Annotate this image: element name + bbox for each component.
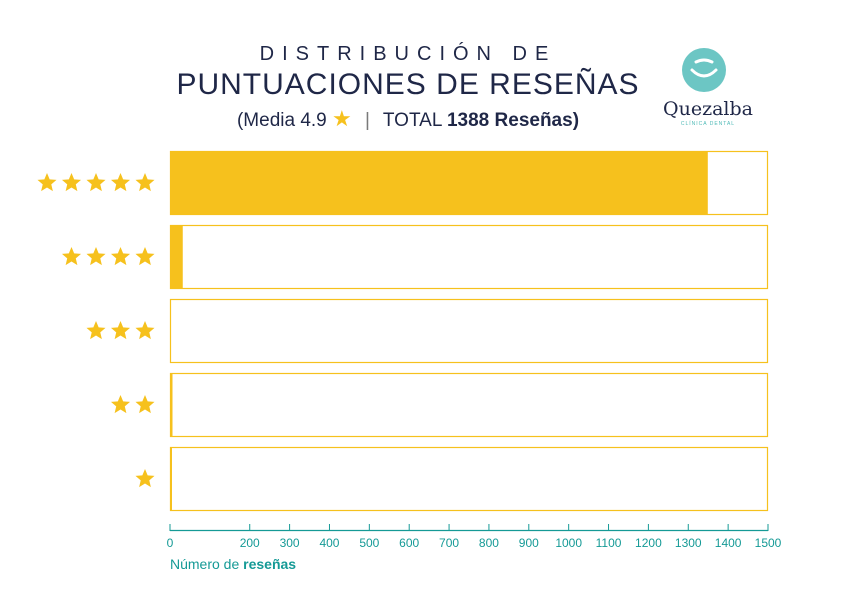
total-value: 1388 Reseñas) bbox=[446, 110, 580, 131]
total-label: TOTAL bbox=[382, 110, 442, 131]
star-icon bbox=[86, 321, 106, 340]
x-tick-label: 700 bbox=[439, 536, 459, 550]
bar bbox=[170, 299, 171, 363]
bar-frame bbox=[169, 446, 769, 512]
star-icon bbox=[110, 395, 131, 414]
bar bbox=[170, 447, 172, 511]
star-icon bbox=[135, 395, 155, 414]
bar bbox=[170, 151, 708, 215]
x-tick-label: 1300 bbox=[675, 536, 702, 550]
logo-name: Quezalba bbox=[663, 98, 753, 120]
separator: | bbox=[365, 110, 370, 131]
star-icon bbox=[135, 173, 155, 192]
x-tick-label: 1200 bbox=[635, 536, 662, 550]
star-icon bbox=[86, 173, 106, 192]
logo-tagline: CLÍNICA DENTAL bbox=[680, 121, 736, 127]
bar-frame bbox=[169, 298, 769, 364]
star-icon: ★ bbox=[332, 106, 352, 131]
star-icon bbox=[135, 469, 155, 488]
x-tick-label: 300 bbox=[280, 536, 300, 550]
x-tick-label: 500 bbox=[359, 536, 379, 550]
bar bbox=[170, 225, 183, 289]
bar bbox=[170, 373, 173, 437]
star-icon bbox=[61, 247, 82, 266]
x-axis-title-bold: reseñas bbox=[243, 556, 297, 572]
x-tick-label: 900 bbox=[519, 536, 539, 550]
bar-frame bbox=[169, 224, 769, 290]
star-icon bbox=[86, 247, 106, 266]
title-line1: DISTRIBUCIÓN DE bbox=[259, 43, 557, 65]
star-icon bbox=[135, 247, 155, 266]
x-tick-label: 1000 bbox=[555, 536, 582, 550]
star-icon bbox=[110, 247, 131, 266]
x-tick-label: 200 bbox=[240, 536, 260, 550]
x-axis-title-prefix: Número de bbox=[170, 556, 240, 572]
star-icon bbox=[135, 321, 155, 340]
star-icon bbox=[110, 321, 131, 340]
star-icon bbox=[110, 173, 131, 192]
bar-frame bbox=[169, 372, 769, 438]
x-tick-label: 600 bbox=[399, 536, 419, 550]
x-tick-label: 1400 bbox=[715, 536, 742, 550]
x-tick-label: 400 bbox=[319, 536, 339, 550]
x-tick-label: 1500 bbox=[755, 536, 782, 550]
x-axis-title: Número de reseñas bbox=[170, 556, 296, 572]
tooth-smile-logo-icon bbox=[682, 48, 726, 92]
mean-label: (Media 4.9 bbox=[236, 110, 327, 131]
page-title: PUNTUACIONES DE RESEÑAS bbox=[176, 68, 640, 101]
x-tick-label: 1100 bbox=[596, 536, 622, 550]
star-icon bbox=[61, 173, 82, 192]
x-tick-label: 0 bbox=[167, 536, 174, 550]
x-tick-label: 800 bbox=[479, 536, 499, 550]
subtitle: (Media 4.9 ★ | TOTAL 1388 Reseñas) bbox=[160, 106, 656, 132]
star-icon bbox=[37, 173, 57, 192]
